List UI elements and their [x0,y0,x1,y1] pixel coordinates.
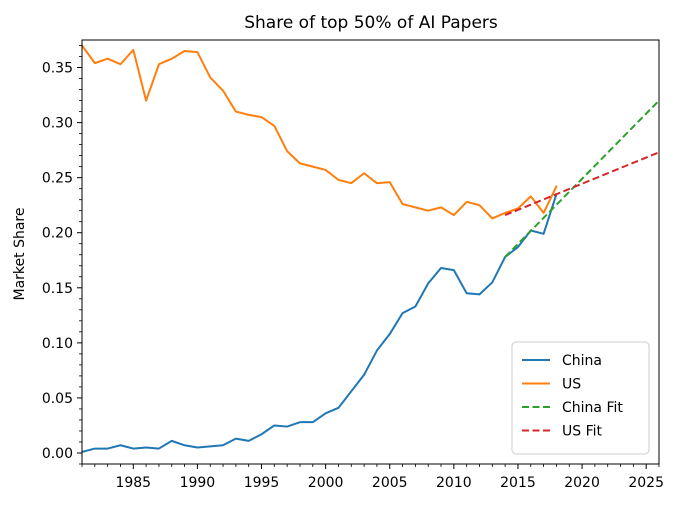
legend-label-us: US [562,377,581,393]
x-tick-label: 2020 [564,475,600,491]
y-tick-label: 0.10 [42,336,73,352]
x-tick-label: 2000 [308,475,344,491]
plot-area: 1985 1990 1995 2000 2005 2010 2015 2020 2025 0.00… [42,39,664,491]
y-tick-label: 0.00 [42,446,73,462]
legend-label-china: China [562,353,602,369]
legend-label-us-fit: US Fit [562,424,603,440]
series-line-us [82,44,558,220]
axes-frame [81,39,660,465]
legend-label-china-fit: China Fit [562,400,623,416]
y-tick-label: 0.15 [42,281,73,297]
x-tick-label: 2010 [436,475,472,491]
y-axis-label: Market Share [12,208,28,301]
y-tick-label: 0.05 [42,391,73,407]
x-tick-label: 2025 [628,475,664,491]
x-tick-label: 1985 [115,475,151,491]
legend: China US China Fit US Fit [511,341,650,455]
x-tick-label: 1990 [180,475,216,491]
x-tick-label: 2015 [500,475,536,491]
x-tick-label: 1995 [244,475,280,491]
chart-title: Share of top 50% of AI Papers [244,13,498,33]
series-group [82,44,659,453]
x-tick-label: 2005 [372,475,408,491]
y-tick-label: 0.30 [42,116,73,132]
series-line-china [82,193,558,453]
series-line-china-fit [504,99,659,258]
y-tick-label: 0.25 [42,171,73,187]
series-line-us-fit [504,151,659,217]
y-tick-label: 0.20 [42,226,73,242]
y-tick-label: 0.35 [42,61,73,77]
legend-box [511,341,650,455]
